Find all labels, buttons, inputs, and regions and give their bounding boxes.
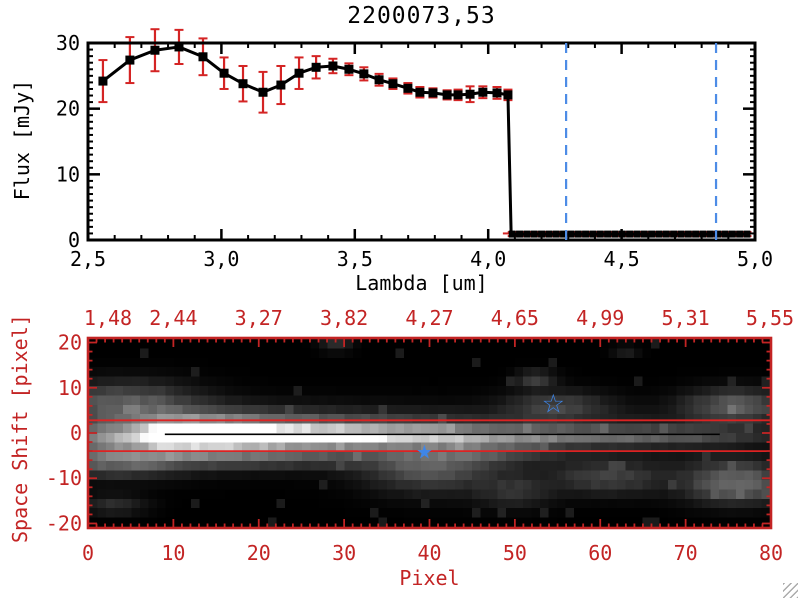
svg-text:40: 40	[417, 541, 441, 565]
svg-text:5,31: 5,31	[662, 306, 710, 330]
svg-text:10: 10	[58, 376, 82, 400]
top-plot-axes	[86, 41, 757, 242]
svg-text:0: 0	[82, 541, 94, 565]
flux-axis-label: Flux [mJy]	[10, 79, 34, 201]
top-plot-tick-labels: 2,5 3,0 3,5 4,0 4,5 5,0 0 10 20 30	[56, 31, 773, 271]
resize-grip-icon[interactable]	[783, 583, 798, 598]
spectral-image-canvas	[89, 339, 770, 527]
svg-text:1,48: 1,48	[84, 306, 132, 330]
svg-text:10: 10	[56, 162, 80, 186]
svg-text:2,44: 2,44	[149, 306, 197, 330]
plot-title: 2200073,53	[347, 3, 496, 29]
svg-text:5,0: 5,0	[737, 247, 773, 271]
band-limit-dashed-lines	[565, 43, 718, 240]
svg-text:4,5: 4,5	[604, 247, 640, 271]
svg-text:60: 60	[588, 541, 612, 565]
svg-text:20: 20	[56, 97, 80, 121]
svg-text:80: 80	[759, 541, 783, 565]
svg-text:20: 20	[58, 331, 82, 355]
svg-text:70: 70	[674, 541, 698, 565]
svg-text:30: 30	[56, 31, 80, 55]
svg-text:0: 0	[68, 228, 80, 252]
svg-text:0: 0	[70, 421, 82, 445]
svg-text:4,0: 4,0	[470, 247, 506, 271]
spectrum-error-bars	[98, 28, 752, 238]
svg-text:4,65: 4,65	[491, 306, 539, 330]
space-shift-axis-label: Space Shift [pixel]	[8, 314, 32, 543]
svg-text:20: 20	[247, 541, 271, 565]
spectrum-line	[102, 45, 747, 236]
svg-text:30: 30	[332, 541, 356, 565]
svg-text:4,27: 4,27	[405, 306, 453, 330]
svg-text:3,0: 3,0	[203, 247, 239, 271]
spectrum-markers	[98, 42, 751, 238]
lambda-axis-label: Lambda [um]	[355, 271, 488, 295]
svg-text:2,5: 2,5	[70, 247, 106, 271]
pixel-axis-label: Pixel	[399, 566, 460, 590]
svg-text:-10: -10	[46, 466, 82, 490]
svg-text:50: 50	[503, 541, 527, 565]
svg-text:4,99: 4,99	[576, 306, 624, 330]
svg-text:3,82: 3,82	[320, 306, 368, 330]
svg-text:-20: -20	[46, 511, 82, 535]
svg-text:3,27: 3,27	[235, 306, 283, 330]
svg-text:3,5: 3,5	[337, 247, 373, 271]
svg-text:5,55: 5,55	[746, 306, 794, 330]
svg-text:10: 10	[161, 541, 185, 565]
